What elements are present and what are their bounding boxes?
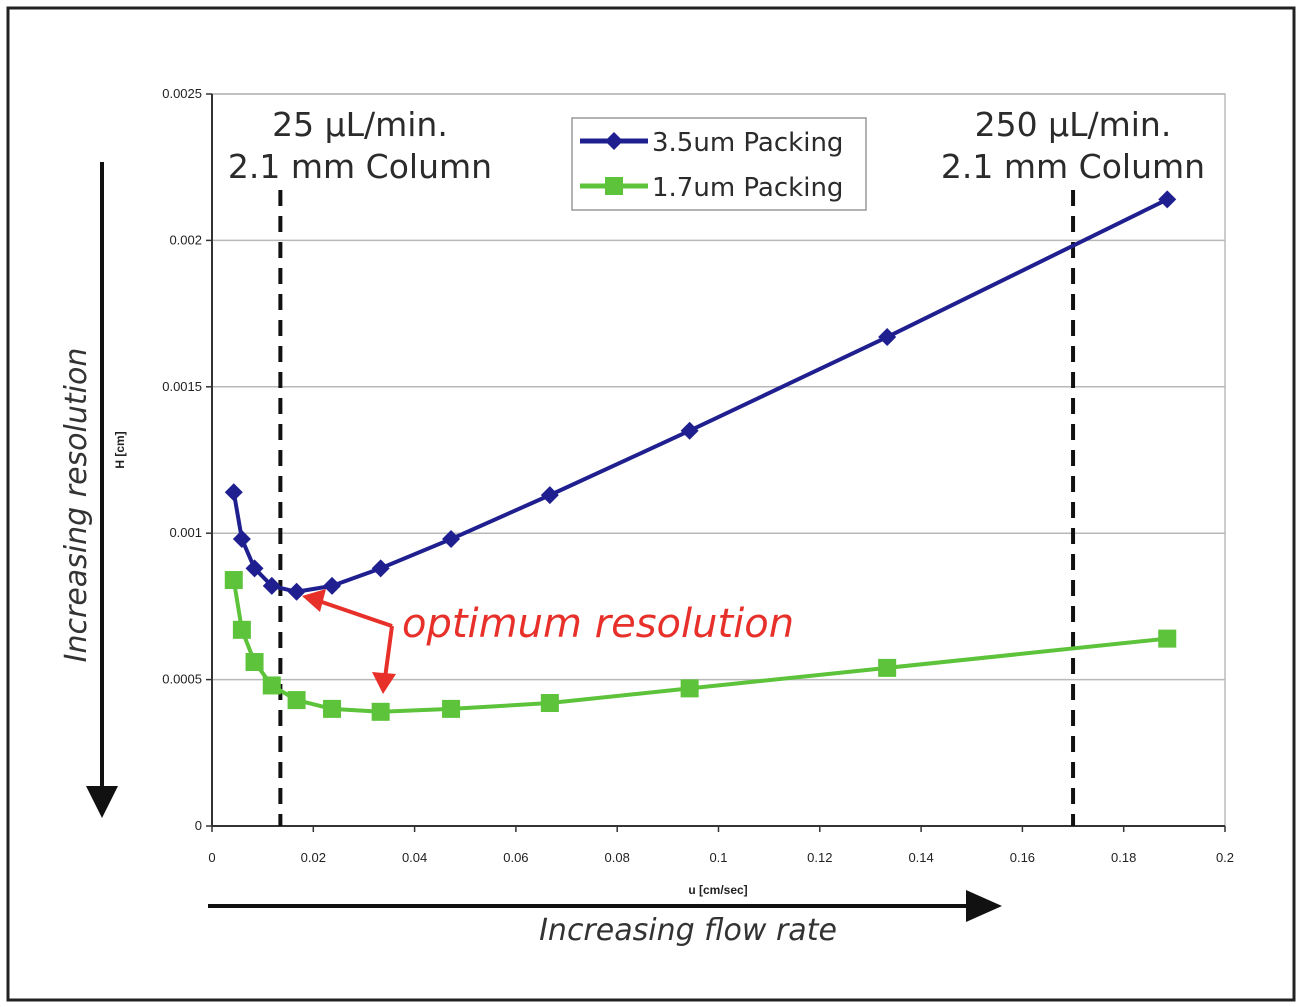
x-tick-label: 0.1 [709, 850, 727, 865]
x-tick-label: 0 [208, 850, 215, 865]
series-2-point [262, 676, 281, 695]
series-2-point [287, 691, 306, 710]
series-1-point [262, 576, 281, 595]
optimum-annotation: optimum resolution [302, 589, 794, 694]
series-1-point [680, 421, 699, 440]
legend: 3.5um Packing 1.7um Packing [571, 117, 867, 211]
optimum-arrow-1 [315, 598, 393, 628]
optimum-arrow-2 [383, 625, 394, 679]
x-axis-title: u [cm/sec] [688, 883, 747, 897]
resolution-arrow: Increasing resolution [59, 162, 118, 818]
series-2-point [540, 694, 559, 713]
series-2-point [680, 679, 699, 698]
series-1-point [224, 483, 243, 502]
series-group [224, 190, 1177, 721]
x-tick-label: 0.04 [402, 850, 427, 865]
legend-label-2: 1.7um Packing [652, 173, 843, 203]
series-1-point [442, 530, 461, 549]
legend-marker-1 [605, 132, 623, 150]
x-tick-labels: 0 0.02 0.04 0.06 0.08 0.1 0.12 0.14 0.16 0.18 0.2 [208, 850, 1234, 865]
series-2-point [878, 658, 897, 677]
y-tick-label: 0.001 [169, 525, 202, 540]
series-2-point [442, 699, 461, 718]
x-tick-label: 0.12 [807, 850, 832, 865]
x-tick-label: 0.08 [605, 850, 630, 865]
optimum-label: optimum resolution [402, 601, 794, 647]
resolution-arrowhead [86, 786, 118, 818]
x-tick-label: 0.02 [301, 850, 326, 865]
flow-arrow-label: Increasing flow rate [539, 913, 837, 948]
resolution-arrow-label: Increasing resolution [59, 348, 94, 663]
legend-label-1: 3.5um Packing [652, 128, 843, 158]
vline-1-label-line2: 2.1 mm Column [228, 147, 492, 186]
series-2-point [232, 620, 251, 639]
axes [206, 93, 1226, 832]
series-2-point [323, 699, 342, 718]
series-1-point [245, 559, 264, 578]
x-tick-label: 0.14 [908, 850, 933, 865]
optimum-arrowhead-2 [372, 672, 396, 694]
series-2-point [1158, 629, 1177, 648]
series-2-point [245, 653, 264, 672]
vline-2-label-line2: 2.1 mm Column [941, 147, 1205, 186]
series-1-point [1158, 190, 1177, 209]
flow-arrowhead [966, 890, 1002, 922]
series-1-point [371, 559, 390, 578]
series-1-point [232, 530, 251, 549]
x-tick-label: 0.2 [1216, 850, 1234, 865]
series-1-point [287, 582, 306, 601]
vline-2-label-line1: 250 µL/min. [975, 105, 1172, 144]
vline-1-label-line1: 25 µL/min. [272, 105, 448, 144]
x-tick-label: 0.16 [1010, 850, 1035, 865]
series-1-point [878, 328, 897, 347]
flow-arrow: Increasing flow rate [208, 890, 1002, 948]
series-1-point [323, 576, 342, 595]
y-tick-labels: 0 0.0005 0.001 0.0015 0.002 0.0025 [162, 86, 202, 833]
reference-lines [278, 190, 1076, 826]
series-2-point [224, 571, 243, 590]
series-1-point [540, 486, 559, 505]
optimum-arrowhead-1 [302, 589, 326, 612]
y-axis-title: H [cm] [113, 431, 127, 468]
y-tick-label: 0 [195, 818, 202, 833]
x-tick-label: 0.18 [1111, 850, 1136, 865]
y-tick-label: 0.0015 [162, 379, 202, 394]
y-tick-label: 0.002 [169, 232, 202, 247]
x-tick-label: 0.06 [503, 850, 528, 865]
y-tick-label: 0.0025 [162, 86, 202, 101]
series-2-point [371, 702, 390, 721]
legend-marker-2 [605, 177, 623, 195]
y-tick-label: 0.0005 [162, 672, 202, 687]
